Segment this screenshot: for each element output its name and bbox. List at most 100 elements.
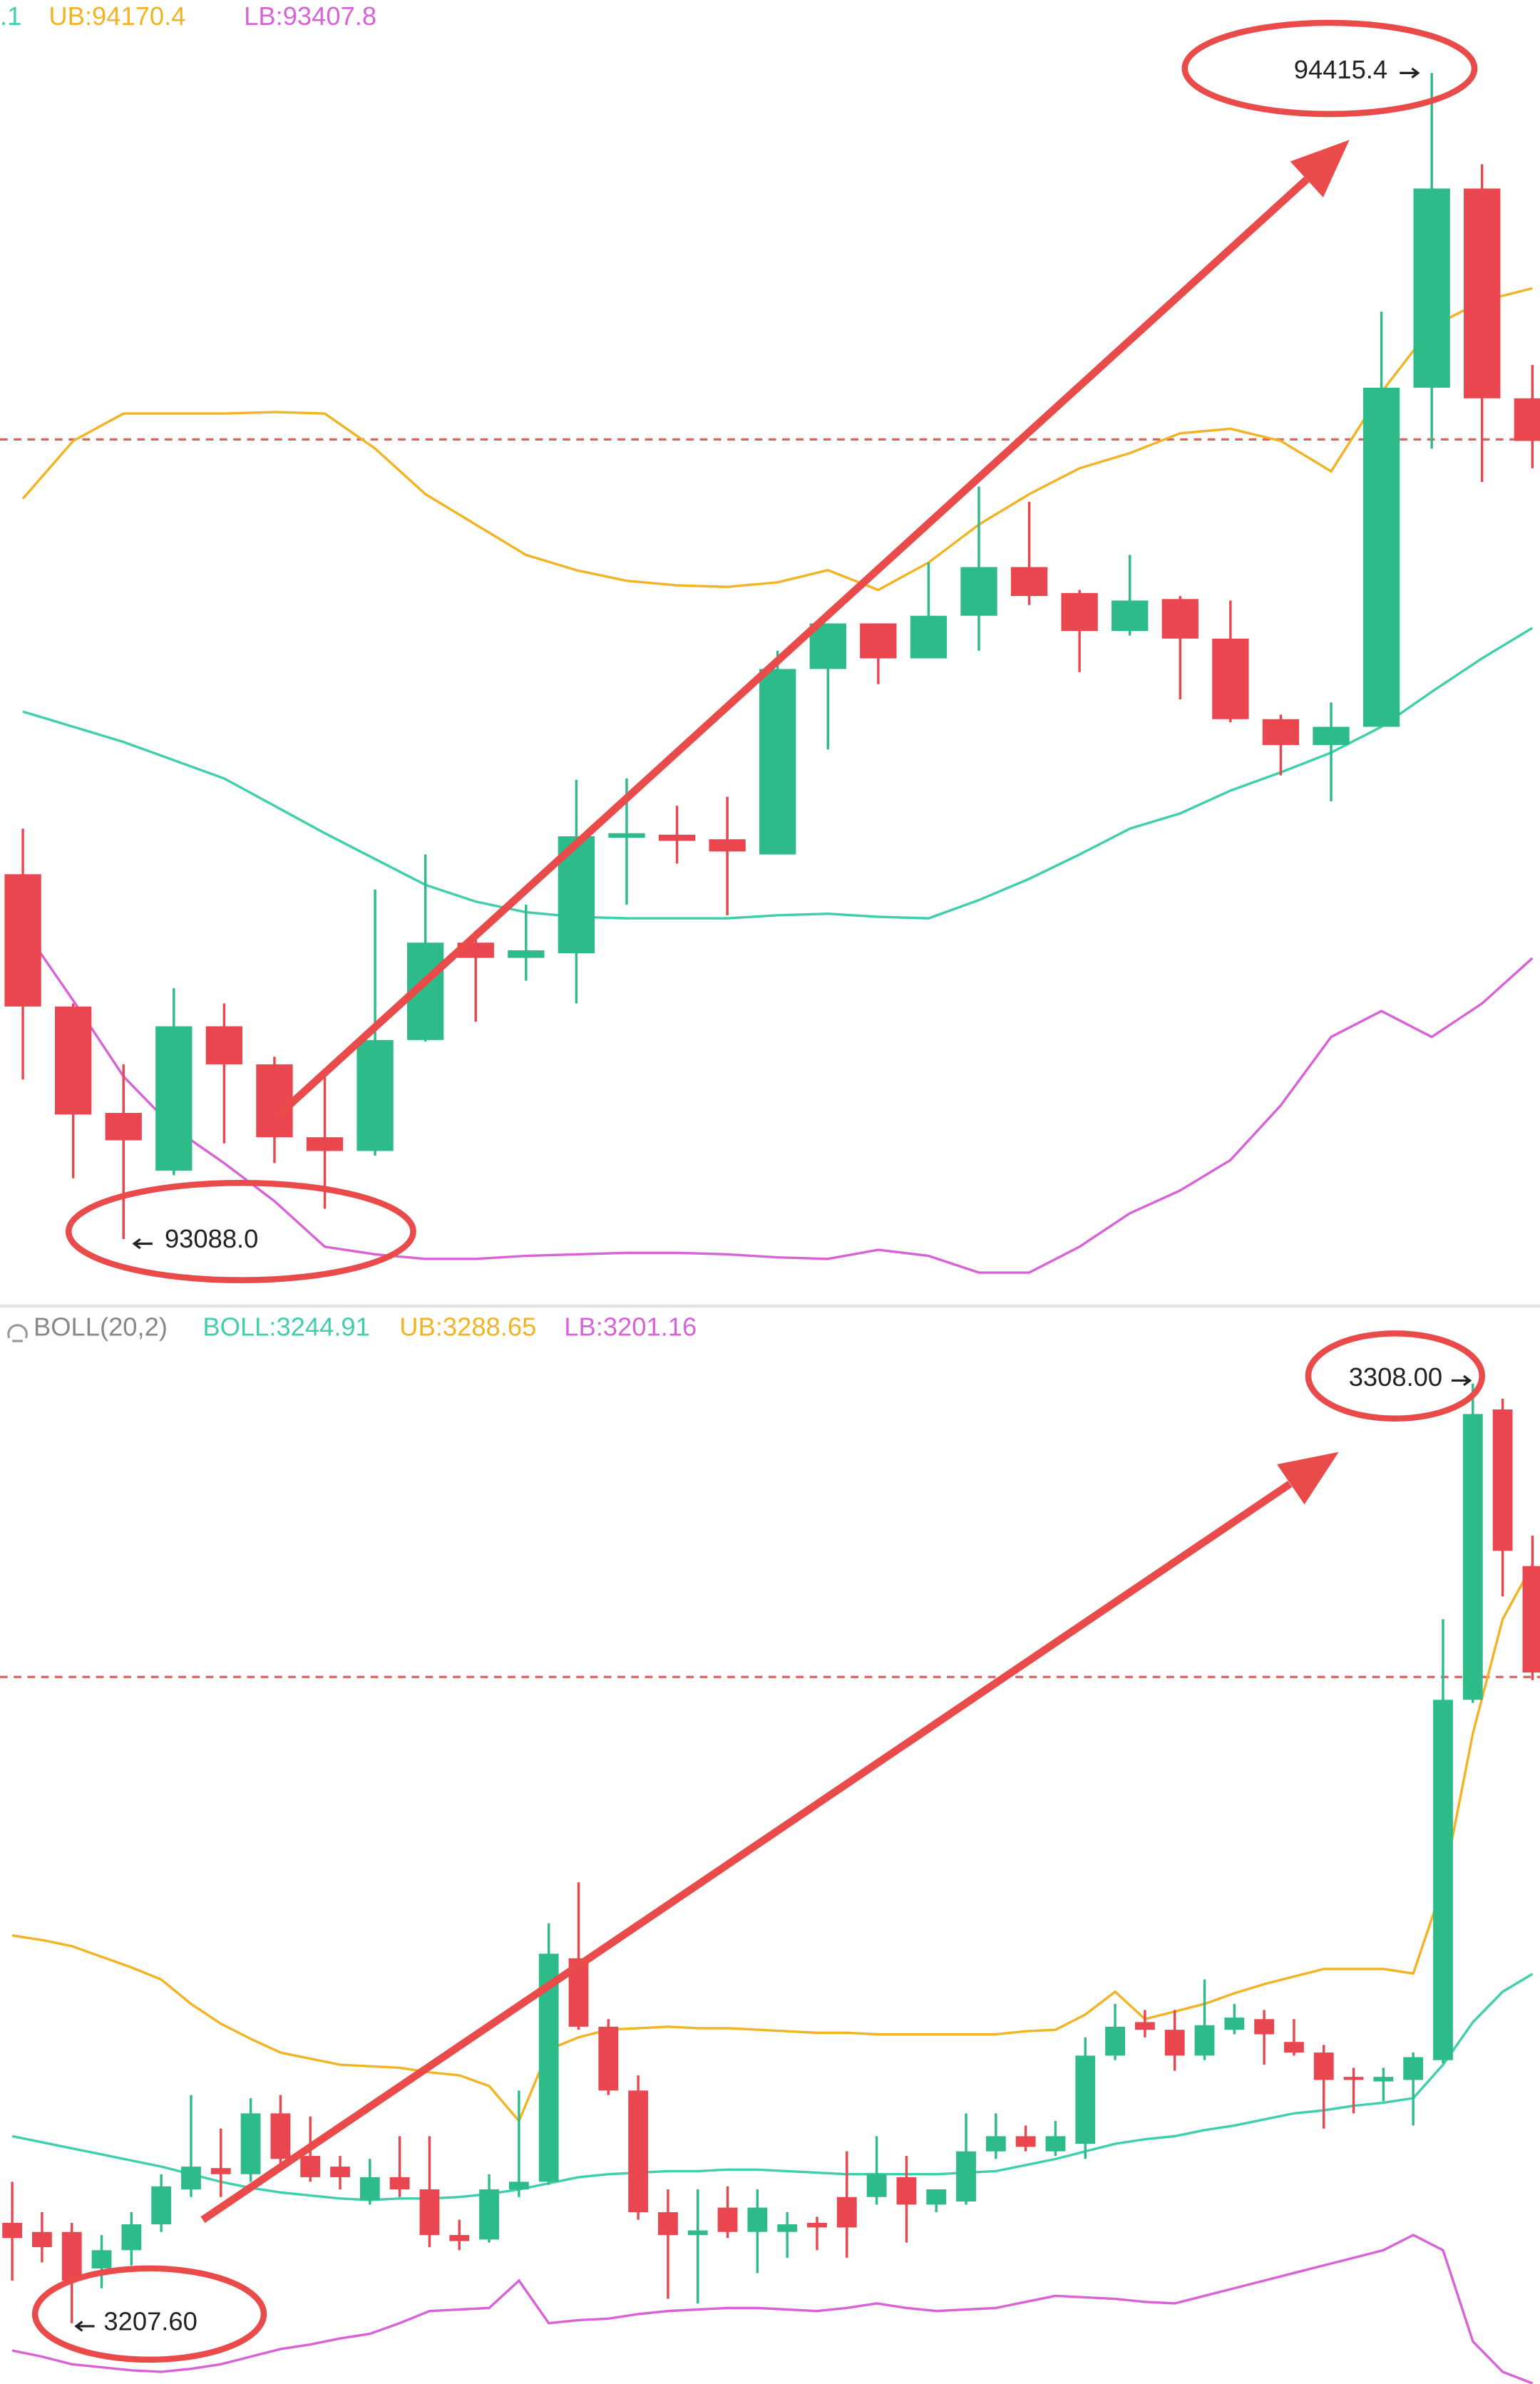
candle-body: [1313, 726, 1350, 745]
candle-body: [1045, 2136, 1066, 2152]
candle-body: [1254, 2019, 1275, 2035]
candle-body: [1075, 2055, 1096, 2144]
candle-body: [1464, 188, 1501, 399]
candle-body: [1061, 592, 1098, 632]
candle-body: [155, 1026, 192, 1171]
candle-body: [1284, 2042, 1304, 2053]
candle-body: [121, 2224, 142, 2251]
candle-body: [449, 2235, 470, 2241]
legend-entry: UB:3288.65: [399, 1312, 536, 1342]
candle-body: [2, 2222, 23, 2239]
candle-body: [598, 2026, 619, 2091]
candle-body: [1413, 188, 1450, 388]
candle-body: [1313, 2052, 1334, 2080]
candle-body: [300, 2156, 321, 2177]
candle-body: [717, 2207, 738, 2232]
candle-body: [608, 833, 645, 838]
candle-body: [1343, 2077, 1364, 2080]
candle-body: [658, 834, 696, 841]
candle-body: [1224, 2018, 1245, 2030]
top-panel: [0, 73, 1540, 1274]
candle-body: [896, 2177, 917, 2205]
annotations: [31, 19, 1486, 2363]
candle-body: [91, 2250, 112, 2269]
candle-body: [926, 2189, 947, 2205]
candle-body: [508, 950, 545, 958]
candle-body: [866, 2174, 887, 2197]
low-label: 93088.0: [165, 1224, 258, 1253]
low-label: 3207.60: [103, 2306, 197, 2336]
candle-body: [479, 2189, 499, 2240]
candle-body: [508, 2182, 529, 2189]
candle-body: [1362, 387, 1400, 727]
legend-entry: LB:93407.8: [244, 1, 376, 31]
candle-body: [960, 567, 997, 616]
pointer-arrow: [1451, 1375, 1472, 1387]
candle-body: [1194, 2025, 1215, 2056]
candle-body: [910, 615, 948, 659]
candle-body: [759, 669, 796, 855]
candle-body: [210, 2168, 231, 2174]
candle-body: [1112, 600, 1149, 632]
candle-body: [985, 2136, 1006, 2152]
band-line: [11, 2234, 1534, 2384]
candle-body: [306, 1137, 344, 1151]
candle-body: [330, 2167, 350, 2177]
candle-body: [777, 2224, 798, 2232]
candle-body: [709, 839, 746, 852]
candle-body: [359, 2177, 380, 2200]
arrow-head: [1277, 1452, 1339, 1505]
candle-body: [419, 2189, 440, 2236]
legend-entry: BOLL:3244.91: [202, 1312, 369, 1342]
highlight-ellipse: [1305, 1330, 1486, 1422]
candle-body: [256, 1064, 293, 1138]
candle-body: [32, 2231, 52, 2248]
candle-body: [181, 2167, 201, 2189]
candle-body: [1134, 2022, 1155, 2030]
candle-body: [356, 1039, 394, 1151]
high-label: 94415.4: [1294, 55, 1387, 84]
highlight-ellipse: [31, 2265, 267, 2363]
bottom-panel: [0, 1383, 1540, 2384]
candle-body: [807, 2222, 827, 2228]
candle-body: [240, 2113, 261, 2174]
candle-body: [1433, 1700, 1453, 2060]
candle-body: [205, 1026, 243, 1064]
candle-body: [628, 2090, 649, 2212]
candle-body: [687, 2230, 708, 2236]
candle-body: [956, 2151, 976, 2202]
band-line: [11, 1973, 1534, 2201]
pointer-arrow: [1400, 67, 1420, 79]
candle-body: [105, 1113, 142, 1141]
candle-body: [1164, 2030, 1185, 2056]
trend-arrow: [276, 176, 1310, 1118]
candle-body: [4, 874, 41, 1007]
indicator-icon: [7, 1324, 29, 1342]
highlight-ellipse: [1181, 19, 1478, 118]
pointer-arrow: [74, 2321, 95, 2332]
band-line: [21, 287, 1533, 592]
candle-body: [1105, 2026, 1125, 2056]
candle-body: [1010, 567, 1048, 596]
candle-body: [1212, 638, 1249, 719]
indicator-label: BOLL(20,2): [34, 1312, 168, 1342]
candle-body: [1522, 1566, 1540, 1673]
candle-body: [151, 2186, 172, 2225]
candle-body: [270, 2113, 291, 2159]
candle-body: [1015, 2136, 1036, 2147]
band-line: [21, 926, 1534, 1274]
candle-body: [1462, 1414, 1483, 1700]
legend-entry: UB:94170.4: [48, 1, 185, 31]
candle-body: [1403, 2057, 1424, 2080]
candle-body: [1373, 2077, 1394, 2082]
candle-body: [1514, 398, 1540, 441]
legend-entry: .1: [0, 1, 21, 31]
candle-body: [389, 2177, 410, 2189]
candle-body: [1262, 719, 1300, 745]
pointer-arrow: [132, 1238, 153, 1250]
candle-body: [836, 2197, 857, 2228]
legend-entry: LB:3201.16: [564, 1312, 697, 1342]
